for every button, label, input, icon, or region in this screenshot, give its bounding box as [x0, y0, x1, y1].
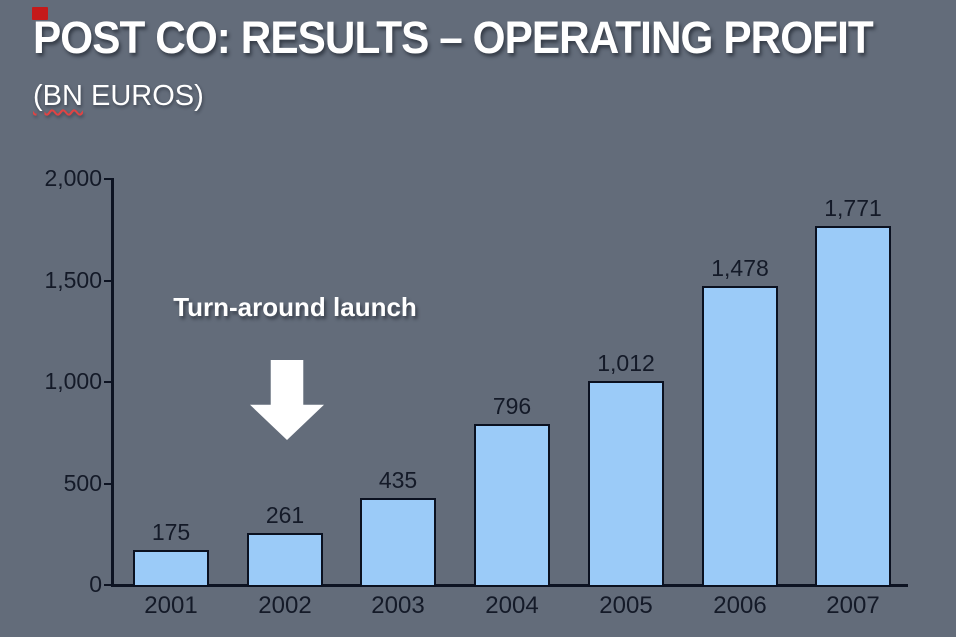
y-axis-tick: [104, 482, 111, 485]
y-axis-tick-label: 1,500: [44, 266, 102, 293]
bar-value-label: 175: [151, 519, 191, 545]
bar-value-label: 1,478: [711, 255, 769, 281]
bar-2005: [588, 381, 664, 587]
x-axis-category-label: 2002: [258, 592, 312, 619]
bar-value-label: 261: [265, 502, 305, 528]
red-accent-square: [32, 7, 48, 20]
bar-value-label: 435: [378, 467, 418, 493]
subtitle-rest: EUROS): [82, 80, 204, 112]
annotation-text: Turn-around launch: [173, 292, 417, 322]
bar-2001: [133, 550, 209, 587]
x-axis-category-label: 2003: [371, 592, 425, 619]
y-axis-tick-label: 500: [63, 469, 102, 496]
bar-value-label: 1,012: [597, 350, 655, 376]
bar-2007: [815, 226, 891, 587]
down-arrow-icon: [250, 360, 324, 440]
slide-title: POST CO: RESULTS – OPERATING PROFIT: [33, 12, 874, 63]
bar-2002: [247, 533, 323, 587]
bar-2003: [360, 498, 436, 587]
y-axis-tick-label: 2,000: [44, 165, 102, 191]
x-axis-category-label: 2007: [826, 592, 880, 619]
y-axis-tick-label: 0: [89, 571, 102, 597]
y-axis-tick: [104, 584, 111, 586]
x-axis-category-label: 2006: [713, 592, 767, 619]
y-axis-tick: [104, 279, 111, 282]
x-axis-category-label: 2001: [144, 592, 198, 619]
y-axis-tick-label: 1,000: [44, 368, 102, 394]
x-axis-category-label: 2005: [599, 592, 653, 619]
bar-value-label: 796: [492, 393, 532, 419]
y-axis-tick: [104, 178, 111, 180]
bar-value-label: 1,771: [824, 195, 882, 221]
bar-2004: [474, 424, 550, 587]
y-axis-tick: [104, 381, 111, 383]
subtitle-bn-misspelled: (BN: [33, 80, 83, 112]
x-axis-category-label: 2004: [485, 592, 539, 619]
slide-subtitle: (BN EUROS): [33, 80, 204, 113]
y-axis-line: [111, 178, 114, 587]
bar-2006: [702, 286, 778, 587]
